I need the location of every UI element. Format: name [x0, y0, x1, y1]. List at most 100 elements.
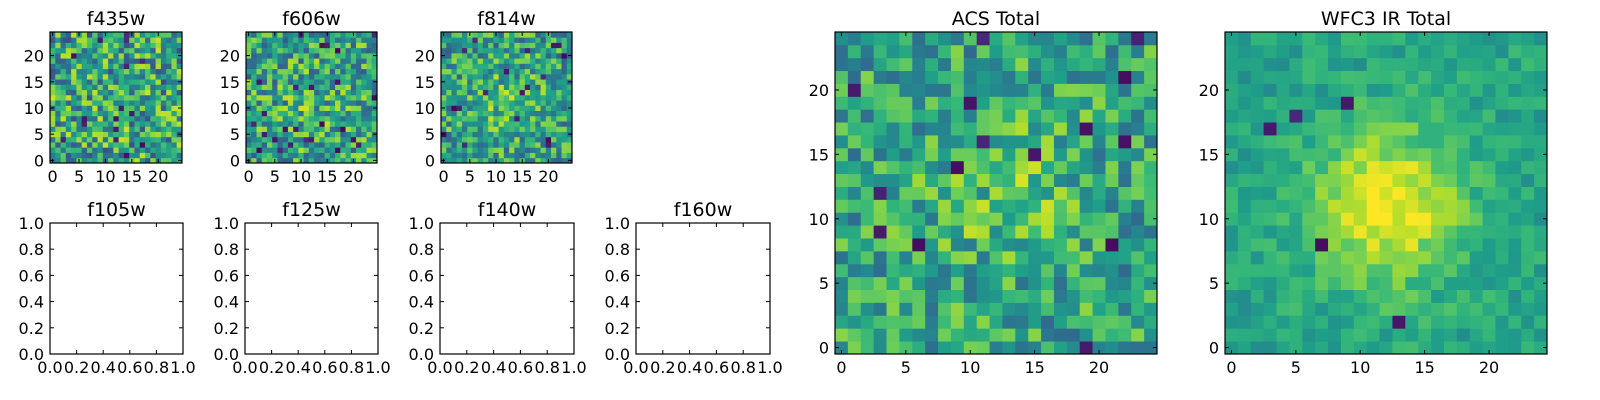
pixel-cell [65, 115, 72, 122]
pixel-cell [1250, 109, 1265, 123]
pixel-cell [139, 37, 146, 43]
pixel-cell [261, 63, 268, 70]
pixel-cell [1379, 96, 1393, 110]
pixel-cell [989, 44, 1003, 59]
pixel-cell [503, 58, 510, 64]
pixel-cell [503, 110, 510, 117]
pixel-cell [441, 126, 447, 132]
pixel-cell [514, 73, 520, 80]
pixel-cell [530, 73, 536, 80]
pixel-cell [340, 73, 346, 80]
pixel-cell [1276, 238, 1290, 252]
pixel-cell [847, 147, 862, 162]
pixel-cell [1534, 122, 1548, 136]
pixel-cell [477, 157, 484, 164]
pixel-cell [92, 52, 98, 59]
pixel-cell [282, 68, 289, 75]
pixel-cell [1250, 83, 1265, 97]
pixel-cell [303, 89, 310, 96]
pixel-cell [514, 131, 520, 138]
pixel-cell [160, 136, 167, 143]
pixel-cell [266, 89, 273, 96]
pixel-cell [71, 37, 77, 43]
pixel-cell [1456, 57, 1471, 72]
pixel-cell [335, 58, 341, 64]
pixel-cell [556, 73, 562, 80]
pixel-cell [503, 52, 510, 59]
pixel-cell [1237, 328, 1252, 342]
pixel-cell [1002, 173, 1016, 187]
pixel-cell [1276, 250, 1290, 265]
pixel-cell [92, 94, 98, 101]
pixel-cell [324, 58, 331, 64]
pixel-cell [350, 89, 357, 96]
pixel-cell [1353, 96, 1368, 110]
pixel-cell [1002, 32, 1016, 46]
pixel-cell [1263, 122, 1277, 136]
pixel-cell [1015, 70, 1029, 84]
pixel-cell [551, 126, 557, 132]
pixel-cell [1079, 173, 1093, 187]
pixel-cell [1053, 122, 1068, 136]
pixel-cell [139, 79, 146, 85]
pixel-cell [308, 79, 315, 85]
y-tick-label: 15 [24, 73, 44, 92]
pixel-cell [1328, 250, 1342, 265]
pixel-cell [1015, 276, 1029, 290]
pixel-cell [366, 94, 373, 101]
pixel-cell [535, 52, 541, 59]
pixel-cell [150, 147, 156, 153]
pixel-cell [556, 42, 562, 49]
pixel-cell [545, 115, 552, 122]
pixel-cell [123, 136, 130, 143]
pixel-cell [261, 142, 268, 148]
pixel-cell [976, 109, 990, 123]
pixel-cell [1456, 199, 1471, 213]
pixel-cell [108, 157, 114, 164]
pixel-cell [251, 68, 257, 75]
pixel-cell [319, 157, 325, 164]
pixel-cell [472, 152, 479, 159]
pixel-cell [251, 131, 257, 138]
pixel-cell [160, 42, 167, 49]
pixel-cell [171, 126, 178, 132]
pixel-cell [963, 341, 978, 355]
pixel-cell [366, 136, 373, 143]
pixel-cell [1418, 122, 1432, 136]
pixel-cell [950, 289, 965, 303]
pixel-cell [860, 173, 875, 187]
pixel-cell [899, 147, 913, 162]
pixel-cell [1066, 122, 1081, 136]
pixel-cell [1144, 83, 1158, 97]
pixel-cell [60, 121, 67, 127]
pixel-cell [899, 250, 913, 265]
pixel-cell [1225, 250, 1239, 265]
pixel-cell [860, 250, 875, 265]
pixel-cell [556, 121, 562, 127]
pixel-cell [160, 157, 167, 164]
pixel-cell [129, 58, 135, 64]
pixel-cell [477, 63, 484, 70]
pixel-cell [371, 147, 378, 153]
x-tick-label: 0.8 [730, 358, 755, 377]
pixel-cell [1053, 173, 1068, 187]
pixel-cell [1066, 109, 1081, 123]
pixel-cell [477, 136, 484, 143]
pixel-cell [1443, 289, 1458, 303]
pixel-cell [509, 32, 515, 38]
pixel-cell [472, 58, 479, 64]
pixel-cell [524, 152, 531, 159]
pixel-cell [1118, 160, 1132, 175]
pixel-cell [456, 105, 463, 111]
pixel-cell [92, 157, 98, 164]
x-tick-label: 0.0 [427, 358, 452, 377]
pixel-cell [561, 136, 568, 143]
pixel-cell [950, 135, 965, 149]
pixel-cell [488, 58, 494, 64]
pixel-cell [1276, 57, 1290, 72]
pixel-cell [1495, 109, 1509, 123]
pixel-cell [938, 250, 952, 265]
pixel-cell [246, 37, 252, 43]
pixel-cell [1079, 238, 1093, 252]
pixel-cell [912, 109, 926, 123]
